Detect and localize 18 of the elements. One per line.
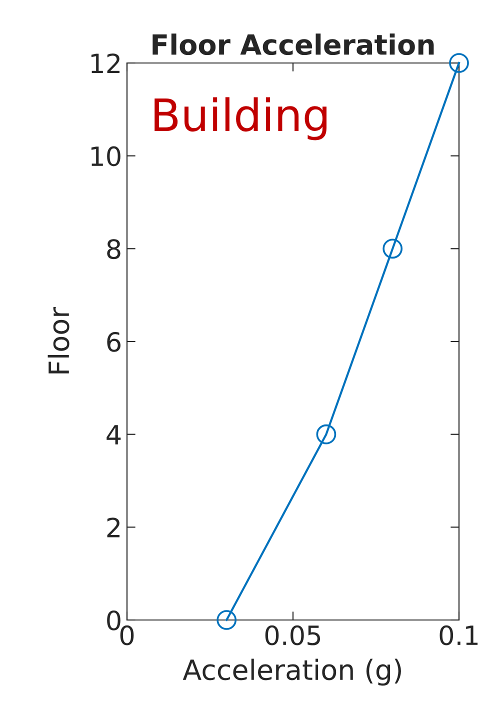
point xyxy=(449,53,469,73)
chart-title: Floor Acceleration xyxy=(152,34,434,56)
y-axis-title: Floor xyxy=(48,306,70,374)
x-tick-label: 0 xyxy=(120,625,134,646)
y-tick-label: 10 xyxy=(91,146,120,166)
y-tick-label: 0 xyxy=(107,610,120,630)
y-tick-label: 12 xyxy=(91,53,120,74)
x-tick-label: 0.05 xyxy=(265,625,320,646)
point xyxy=(316,424,336,444)
y-tick-label: 4 xyxy=(106,425,121,444)
point xyxy=(216,610,237,630)
y-tick-label: 8 xyxy=(107,239,120,260)
y-tick-label: 2 xyxy=(107,518,120,538)
y-tick-label: 6 xyxy=(107,332,120,352)
point xyxy=(382,238,403,259)
annotation: Building xyxy=(154,97,326,140)
x-axis-title: Acceleration (g) xyxy=(182,658,401,686)
x-tick-label: 0.1 xyxy=(440,625,478,646)
